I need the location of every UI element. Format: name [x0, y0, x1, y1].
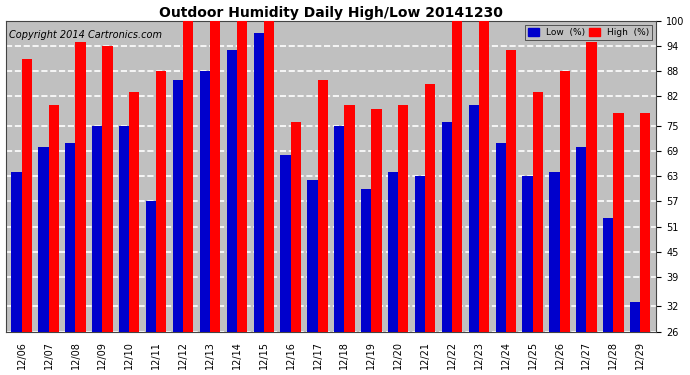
- Bar: [172, 80, 183, 375]
- Bar: [280, 155, 290, 375]
- Bar: [290, 122, 301, 375]
- Bar: [640, 113, 651, 375]
- Bar: [586, 42, 597, 375]
- Bar: [199, 71, 210, 375]
- Bar: [253, 33, 264, 375]
- Bar: [119, 126, 129, 375]
- Bar: [576, 147, 586, 375]
- Bar: [344, 105, 355, 375]
- Bar: [66, 142, 75, 375]
- Bar: [12, 172, 21, 375]
- Bar: [613, 113, 624, 375]
- Bar: [156, 71, 166, 375]
- Bar: [21, 58, 32, 375]
- Bar: [39, 147, 48, 375]
- Bar: [506, 50, 516, 375]
- Bar: [630, 302, 640, 375]
- Bar: [129, 92, 139, 375]
- Bar: [48, 105, 59, 375]
- Title: Outdoor Humidity Daily High/Low 20141230: Outdoor Humidity Daily High/Low 20141230: [159, 6, 503, 20]
- Bar: [75, 42, 86, 375]
- Bar: [442, 122, 452, 375]
- Bar: [307, 180, 317, 375]
- Bar: [560, 71, 570, 375]
- Bar: [425, 84, 435, 375]
- Bar: [415, 176, 425, 375]
- Bar: [452, 21, 462, 375]
- Bar: [603, 218, 613, 375]
- Bar: [226, 50, 237, 375]
- Bar: [334, 126, 344, 375]
- Bar: [388, 172, 398, 375]
- Bar: [469, 105, 479, 375]
- Bar: [237, 21, 247, 375]
- Bar: [317, 80, 328, 375]
- Bar: [183, 21, 193, 375]
- Bar: [92, 126, 102, 375]
- Bar: [146, 201, 156, 375]
- Bar: [522, 176, 533, 375]
- Bar: [264, 21, 274, 375]
- Bar: [549, 172, 560, 375]
- Bar: [102, 46, 112, 375]
- Bar: [371, 109, 382, 375]
- Bar: [495, 142, 506, 375]
- Bar: [210, 21, 220, 375]
- Text: Copyright 2014 Cartronics.com: Copyright 2014 Cartronics.com: [9, 30, 162, 40]
- Legend: Low  (%), High  (%): Low (%), High (%): [525, 25, 652, 40]
- Bar: [361, 189, 371, 375]
- Bar: [479, 21, 489, 375]
- Bar: [533, 92, 543, 375]
- Bar: [398, 105, 408, 375]
